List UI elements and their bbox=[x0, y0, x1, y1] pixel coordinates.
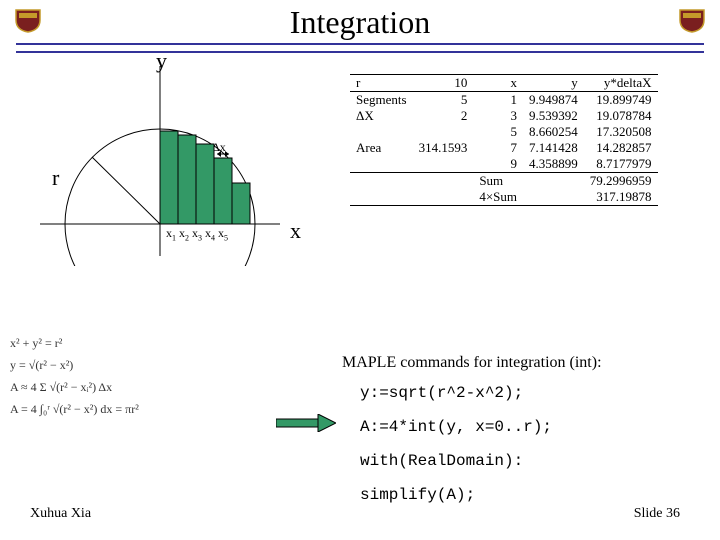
cell: y bbox=[523, 75, 584, 92]
cell: ΔX bbox=[350, 108, 413, 124]
cell: Area bbox=[350, 140, 413, 156]
cell: 9.539392 bbox=[523, 108, 584, 124]
crest-left-icon bbox=[12, 6, 44, 34]
cell: r bbox=[350, 75, 413, 92]
page-title: Integration bbox=[290, 4, 430, 40]
cell: 7.141428 bbox=[523, 140, 584, 156]
footer-slide: Slide 36 bbox=[634, 506, 680, 522]
eq-4: A = 4 ∫₀ʳ √(r² − x²) dx = πr² bbox=[10, 400, 139, 418]
eq-2: y = √(r² − x²) bbox=[10, 356, 139, 374]
cell: 14.282857 bbox=[584, 140, 658, 156]
x-axis-label: x bbox=[290, 218, 301, 244]
code-line-3: with(RealDomain): bbox=[360, 452, 523, 470]
eq-3: A ≈ 4 Σ √(r² − xᵢ²) Δx bbox=[10, 378, 139, 396]
data-table: r 10 x y y*deltaX Segments 5 1 9.949874 … bbox=[350, 74, 658, 206]
cell bbox=[350, 124, 413, 140]
title-rule bbox=[16, 43, 704, 53]
cell: 1 bbox=[473, 92, 523, 108]
cell: 19.899749 bbox=[584, 92, 658, 108]
arrow-icon bbox=[276, 414, 336, 432]
equations: x² + y² = r² y = √(r² − x²) A ≈ 4 Σ √(r²… bbox=[10, 330, 139, 422]
cell: 4.358899 bbox=[523, 156, 584, 173]
cell bbox=[413, 156, 474, 173]
cell: 4×Sum bbox=[473, 189, 523, 206]
maple-title: MAPLE commands for integration (int): bbox=[342, 354, 602, 372]
cell bbox=[350, 156, 413, 173]
cell: Sum bbox=[473, 173, 523, 189]
footer-author: Xuhua Xia bbox=[30, 506, 91, 522]
cell: y*deltaX bbox=[584, 75, 658, 92]
cell: 5 bbox=[413, 92, 474, 108]
cell: 7 bbox=[473, 140, 523, 156]
cell: 314.1593 bbox=[413, 140, 474, 156]
cell: 10 bbox=[413, 75, 474, 92]
eq-1: x² + y² = r² bbox=[10, 334, 139, 352]
cell: 5 bbox=[473, 124, 523, 140]
cell: 317.19878 bbox=[584, 189, 658, 206]
cell: x bbox=[473, 75, 523, 92]
cell: 9.949874 bbox=[523, 92, 584, 108]
cell: 19.078784 bbox=[584, 108, 658, 124]
cell: 8.7177979 bbox=[584, 156, 658, 173]
code-line-4: simplify(A); bbox=[360, 486, 475, 504]
crest-right-icon bbox=[676, 6, 708, 34]
cell: 2 bbox=[413, 108, 474, 124]
cell: 79.2996959 bbox=[584, 173, 658, 189]
cell bbox=[413, 124, 474, 140]
cell: 9 bbox=[473, 156, 523, 173]
cell: 8.660254 bbox=[523, 124, 584, 140]
cell: Segments bbox=[350, 92, 413, 108]
code-line-1: y:=sqrt(r^2-x^2); bbox=[360, 384, 523, 402]
integration-diagram bbox=[30, 56, 290, 266]
cell: 17.320508 bbox=[584, 124, 658, 140]
cell: 3 bbox=[473, 108, 523, 124]
code-line-2: A:=4*int(y, x=0..r); bbox=[360, 418, 552, 436]
